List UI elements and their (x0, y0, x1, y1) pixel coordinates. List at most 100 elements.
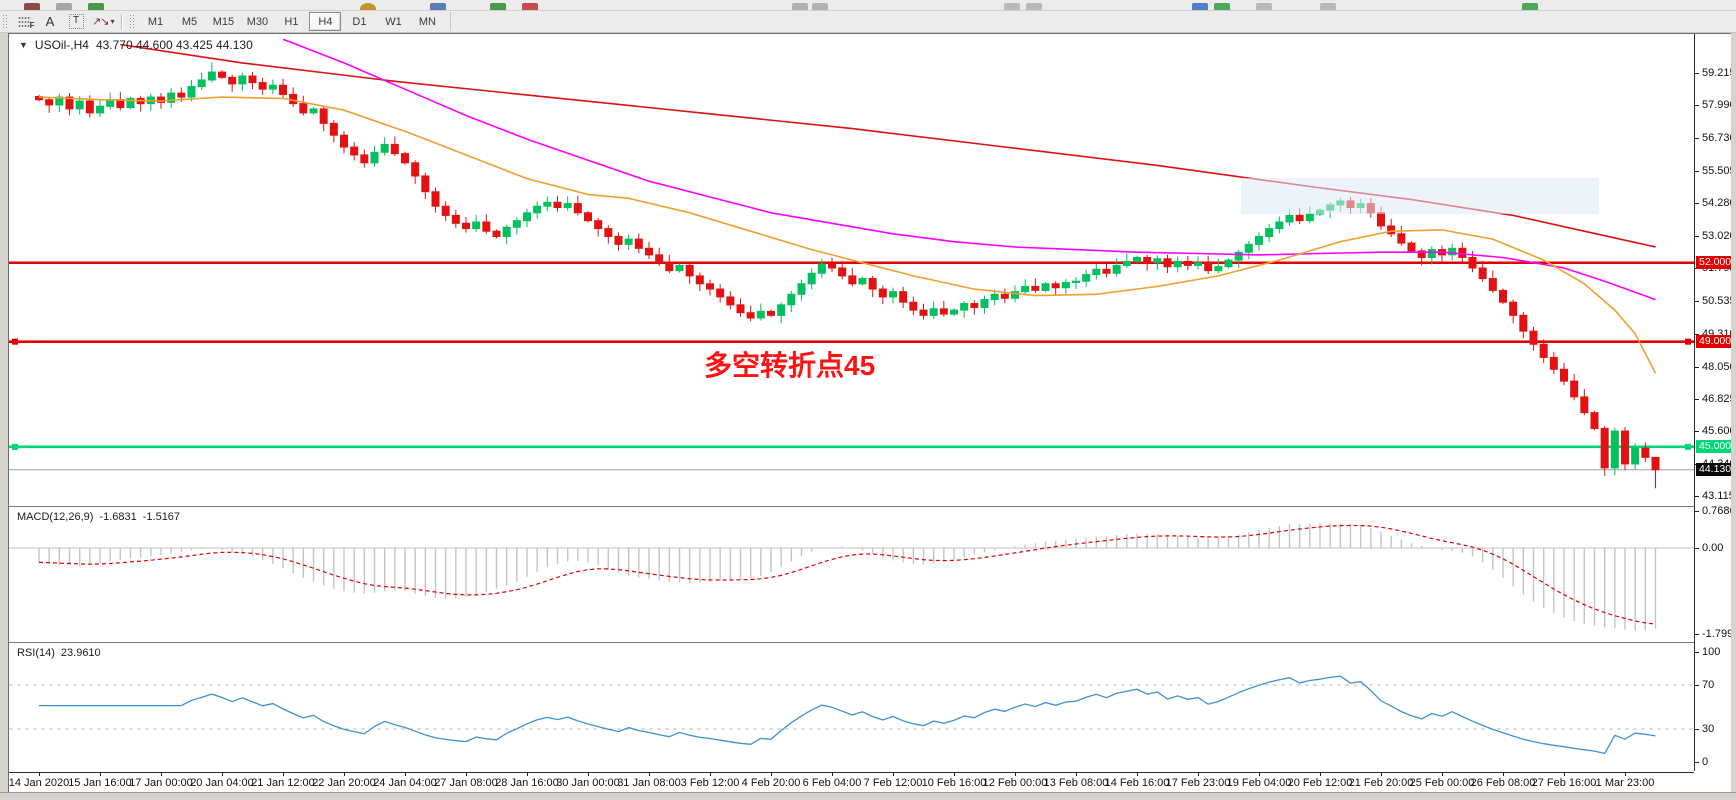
timeframe-h4[interactable]: H4 (309, 12, 342, 31)
timeframe-m5[interactable]: M5 (181, 15, 198, 28)
candle-body (665, 262, 674, 272)
candle-body (777, 304, 786, 316)
toolbar-icon[interactable] (56, 3, 72, 10)
candle-body (1214, 266, 1223, 272)
time-tick (649, 772, 650, 776)
candle-body (614, 235, 623, 245)
time-tick-label: 14 Jan 2020 (8, 777, 70, 789)
time-tick-label: 1 Mar 23:00 (1595, 777, 1655, 789)
candle-body (848, 275, 857, 285)
time-tick (588, 772, 589, 776)
timeframe-mn[interactable]: MN (418, 15, 436, 28)
timeframe-m30[interactable]: M30 (246, 15, 269, 28)
candle-body (858, 278, 867, 285)
panel-divider[interactable] (9, 506, 1732, 509)
timeframe-h1[interactable]: H1 (284, 15, 299, 28)
price-axis[interactable]: 59.21557.99056.73055.50554.28053.02051.7… (1695, 34, 1736, 771)
toolbar-icon[interactable] (24, 3, 40, 10)
time-tick (1076, 772, 1077, 776)
timeframe-d1[interactable]: D1 (352, 15, 367, 28)
candle-body (889, 291, 897, 298)
time-tick (1442, 772, 1443, 776)
price-tick (1695, 73, 1699, 74)
toolbar-icon[interactable] (1026, 3, 1042, 10)
toolbar-icon[interactable] (1320, 3, 1336, 10)
candle-body (1458, 247, 1467, 258)
macd-signal-line (38, 524, 1656, 625)
toolbar-icon[interactable] (522, 3, 538, 10)
toolbar-icon[interactable] (1004, 3, 1020, 10)
candle-body (899, 291, 908, 303)
toolbar-icon[interactable] (1256, 3, 1272, 10)
time-tick (1381, 772, 1382, 776)
time-tick-label: 24 Jan 04:00 (373, 777, 437, 789)
candle-body (1539, 343, 1548, 358)
macd-value-main: -1.6831 (99, 511, 137, 523)
panel-divider[interactable] (9, 642, 1732, 645)
time-tick-label: 7 Feb 12:00 (863, 777, 923, 789)
macd-indicator-plot[interactable] (9, 508, 1694, 642)
toolbar-icon[interactable] (1214, 3, 1230, 10)
fibonacci-tool-button[interactable]: F (11, 12, 37, 32)
time-axis[interactable]: 14 Jan 2020 15 Jan 16:00 17 Jan 00:00 20 Ja… (9, 772, 1694, 793)
rsi-tick (1695, 762, 1699, 763)
toolbar-drag-handle[interactable] (2, 14, 7, 29)
toolbar-icon[interactable] (430, 3, 446, 10)
candle-body (1143, 256, 1152, 264)
rsi-tick-label: 70 (1702, 679, 1715, 691)
candle-body (929, 308, 938, 316)
toolbar-icon[interactable] (812, 3, 828, 10)
toolbar-icon[interactable] (1192, 3, 1208, 10)
candle-body (584, 212, 592, 222)
chart-dropdown-arrow[interactable]: ▼ (19, 40, 28, 50)
timeframe-m1[interactable]: M1 (147, 15, 164, 28)
price-tick-label: 54.280 (1702, 197, 1736, 209)
candle-body (1265, 228, 1274, 237)
candle-body (767, 310, 775, 316)
price-tick (1695, 301, 1699, 302)
rsi-tick-label: 100 (1702, 646, 1721, 658)
toolbar-icon[interactable] (792, 3, 808, 10)
candle-body (177, 92, 186, 98)
toolbar-icon[interactable] (1522, 3, 1538, 10)
candle-body (1529, 330, 1538, 345)
candle-body (207, 71, 216, 81)
candle-body (55, 96, 64, 106)
text-label-tool-button[interactable]: T (63, 12, 89, 32)
candle-body (1163, 258, 1172, 268)
toolbar-icon[interactable] (88, 3, 104, 10)
line-handle (12, 338, 18, 345)
timeframe-m15[interactable]: M15 (212, 15, 235, 28)
price-tick-label: 48.050 (1702, 361, 1736, 373)
candle-body (1275, 221, 1284, 230)
text-tool-button[interactable]: A (37, 12, 63, 32)
toolbar-icon[interactable] (360, 3, 376, 10)
price-chart-plot[interactable] (9, 34, 1694, 506)
candle-body (675, 264, 684, 272)
candle-body (126, 97, 135, 109)
candle-body (350, 146, 359, 156)
candle-body (817, 263, 826, 274)
arrows-tool-button[interactable]: ↗↘ ▾ (89, 12, 117, 32)
rsi-indicator-plot[interactable] (9, 644, 1694, 771)
time-tick-label: 6 Feb 04:00 (802, 777, 862, 789)
candle-body (45, 99, 54, 106)
time-tick (771, 772, 772, 776)
toolbar-icon[interactable] (490, 3, 506, 10)
candle-body (1234, 251, 1243, 261)
candle-body (1590, 412, 1599, 429)
candle-body (1102, 268, 1111, 274)
candle-body (431, 191, 440, 207)
candle-body (1509, 301, 1518, 316)
candle-body (157, 96, 165, 103)
candle-body (482, 221, 491, 232)
candle-body (980, 299, 989, 308)
candle-body (258, 82, 267, 90)
candle-body (1244, 243, 1253, 253)
timeframe-w1[interactable]: W1 (385, 15, 402, 28)
timeframe-drag-handle[interactable] (129, 14, 135, 29)
candle-body (1407, 242, 1416, 252)
chart-annotation-text[interactable]: 多空转折点45 (704, 350, 876, 381)
time-tick (1320, 772, 1321, 776)
